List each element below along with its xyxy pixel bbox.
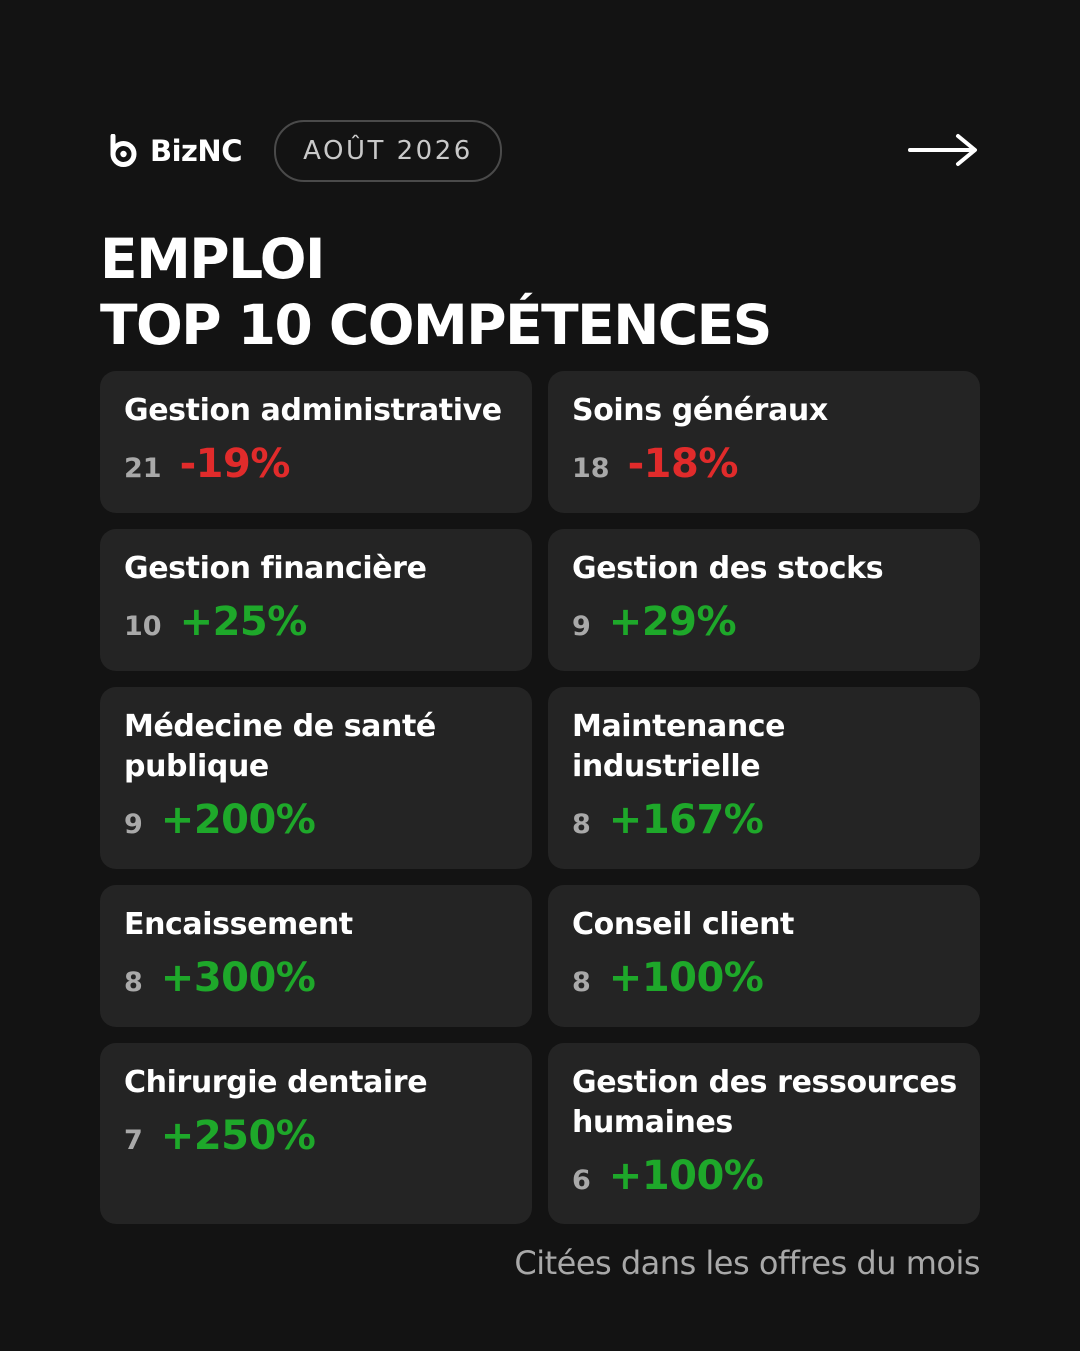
skill-change: +250% <box>160 1113 316 1159</box>
skill-count: 18 <box>572 453 610 484</box>
skill-count: 8 <box>572 809 591 840</box>
skill-card: Chirurgie dentaire 7 +250% <box>100 1043 532 1224</box>
skill-name: Médecine de santé publique <box>124 709 436 784</box>
skill-name: Gestion financière <box>124 551 427 586</box>
skill-count: 21 <box>124 453 162 484</box>
skill-change: +300% <box>160 955 316 1001</box>
arrow-right-icon[interactable] <box>908 132 980 168</box>
date-badge: AOÛT 2026 <box>274 120 502 182</box>
skill-count: 7 <box>124 1125 143 1156</box>
skill-count: 8 <box>572 967 591 998</box>
skill-name: Gestion des stocks <box>572 551 884 586</box>
skill-card: Encaissement 8 +300% <box>100 885 532 1027</box>
biznc-logo-icon <box>110 134 137 167</box>
skill-name: Conseil client <box>572 907 794 942</box>
brand-name: BizNC <box>150 134 242 168</box>
skill-card: Gestion administrative 21 -19% <box>100 371 532 513</box>
header: BizNC AOÛT 2026 <box>100 120 980 182</box>
skill-count: 10 <box>124 611 162 642</box>
skill-change: +167% <box>608 797 764 843</box>
skill-name: Gestion des ressources humaines <box>572 1065 957 1140</box>
skill-name: Soins généraux <box>572 393 828 428</box>
skill-card: Gestion des stocks 9 +29% <box>548 529 980 671</box>
title-line-2: TOP 10 COMPÉTENCES <box>100 293 772 357</box>
skill-card: Médecine de santé publique 9 +200% <box>100 687 532 869</box>
skill-card: Gestion financière 10 +25% <box>100 529 532 671</box>
skill-name: Chirurgie dentaire <box>124 1065 428 1100</box>
skill-change: -18% <box>627 441 739 487</box>
skill-card: Conseil client 8 +100% <box>548 885 980 1027</box>
page-title: EMPLOI TOP 10 COMPÉTENCES <box>100 226 772 358</box>
skill-name: Encaissement <box>124 907 353 942</box>
skill-count: 9 <box>572 611 591 642</box>
skill-change: +100% <box>608 1153 764 1199</box>
skill-name: Gestion administrative <box>124 393 502 428</box>
skill-change: -19% <box>179 441 291 487</box>
skill-count: 8 <box>124 967 143 998</box>
title-line-1: EMPLOI <box>100 227 325 291</box>
skill-name: Maintenance industrielle <box>572 709 786 784</box>
skill-change: +25% <box>179 599 308 645</box>
footnote: Citées dans les offres du mois <box>514 1244 980 1282</box>
skill-change: +29% <box>608 599 737 645</box>
skill-count: 9 <box>124 809 143 840</box>
skill-card: Maintenance industrielle 8 +167% <box>548 687 980 869</box>
brand-logo: BizNC <box>106 130 242 172</box>
skill-count: 6 <box>572 1165 591 1196</box>
skill-card: Gestion des ressources humaines 6 +100% <box>548 1043 980 1224</box>
skill-change: +100% <box>608 955 764 1001</box>
skill-change: +200% <box>160 797 316 843</box>
skill-card: Soins généraux 18 -18% <box>548 371 980 513</box>
